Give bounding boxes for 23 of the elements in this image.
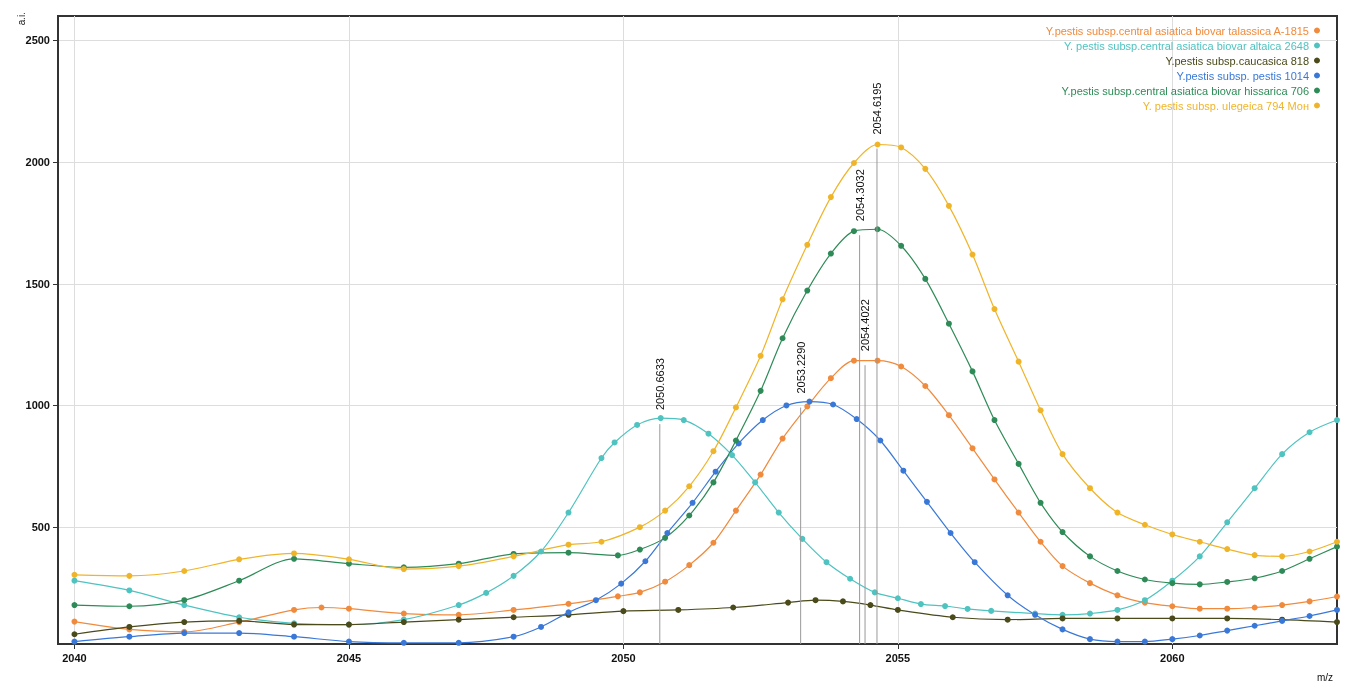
legend-label: Y.pestis subsp.caucasica 818 bbox=[1165, 54, 1309, 67]
annotation: 2054.4022 bbox=[859, 299, 872, 352]
annotation: 2050.6633 bbox=[653, 358, 666, 411]
y-tick-label: 2000 bbox=[25, 156, 50, 169]
x-tick-label: 2055 bbox=[885, 651, 911, 664]
legend-label: Y.pestis subsp.central asiatica biovar hissarica 706 bbox=[1061, 84, 1309, 97]
annotation: 2054.6195 bbox=[870, 82, 883, 135]
x-tick-label: 2060 bbox=[1160, 651, 1185, 664]
y-axis-title: a.i. bbox=[15, 12, 27, 26]
x-axis-title: m/z bbox=[1317, 671, 1334, 683]
annotation: 2054.3032 bbox=[853, 169, 866, 222]
x-tick-label: 2045 bbox=[336, 651, 362, 664]
y-tick-label: 1500 bbox=[25, 277, 50, 290]
x-tick-label: 2040 bbox=[62, 651, 87, 664]
legend-label: Y. pestis subsp.central asiatica biovar altaica 2648 bbox=[1064, 39, 1309, 52]
y-tick-label: 1000 bbox=[25, 399, 50, 412]
annotation: 2053.2290 bbox=[794, 341, 807, 394]
legend-label: Y.pestis subsp.central asiatica biovar talassica A-1815 bbox=[1045, 24, 1309, 37]
legend-label: Y.pestis subsp. pestis 1014 bbox=[1176, 69, 1309, 82]
x-tick-label: 2050 bbox=[611, 651, 636, 664]
y-tick-label: 500 bbox=[31, 521, 50, 534]
y-tick-label: 2500 bbox=[25, 34, 50, 47]
legend-label: Y. pestis subsp. ulegeica 794 Мон bbox=[1142, 99, 1309, 112]
